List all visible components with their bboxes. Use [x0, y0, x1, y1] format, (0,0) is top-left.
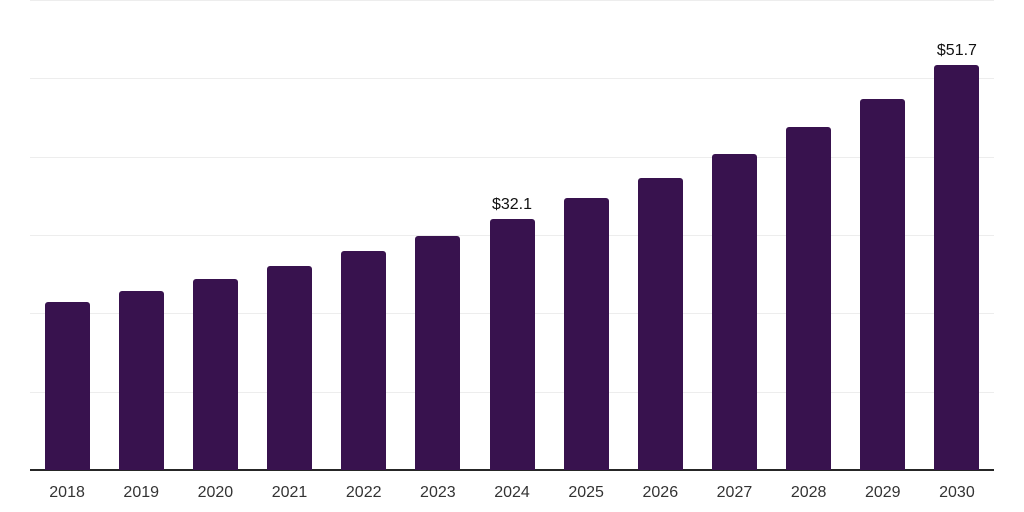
bar-2028: [786, 126, 832, 470]
plot-area: $32.1 $51.7: [30, 0, 994, 471]
bar-2027: [711, 153, 757, 470]
bar-2030: [934, 65, 980, 470]
x-tick-label-2018: 2018: [49, 484, 85, 501]
x-tick-label-2029: 2029: [864, 484, 901, 501]
bar-2018: [44, 302, 90, 470]
x-tick-label-2019: 2019: [123, 484, 160, 501]
x-tick-label-2020: 2020: [197, 484, 234, 501]
x-tick-label-2022: 2022: [345, 484, 382, 501]
x-tick-label-2021: 2021: [271, 484, 308, 501]
data-label-2024: $32.1: [491, 195, 533, 213]
gridline-60: [30, 0, 994, 1]
bar-2024: [489, 218, 535, 470]
data-label-2030: $51.7: [936, 42, 977, 60]
x-tick-label-2023: 2023: [420, 484, 456, 501]
bar-2025: [563, 198, 609, 470]
x-tick-label-2024: 2024: [494, 484, 530, 501]
bar-2023: [415, 235, 461, 470]
bar-2020: [192, 278, 238, 470]
bar-2019: [118, 291, 164, 470]
x-tick-label-2027: 2027: [716, 484, 753, 501]
bar-2029: [860, 98, 906, 470]
gridline-40: [30, 156, 994, 158]
x-tick-label-2028: 2028: [790, 484, 827, 501]
x-tick-label-2025: 2025: [568, 484, 604, 501]
x-axis-line: [30, 469, 994, 471]
x-axis-labels: 2018 2019 2020 2021 2022 2023 2024 2025 2026 2027…: [30, 484, 994, 506]
x-tick-label-2026: 2026: [642, 484, 679, 501]
gridline-50: [30, 78, 994, 80]
bar-2022: [341, 251, 387, 470]
bar-2026: [637, 177, 683, 470]
x-tick-label-2030: 2030: [939, 484, 975, 501]
bar-2021: [267, 266, 313, 470]
